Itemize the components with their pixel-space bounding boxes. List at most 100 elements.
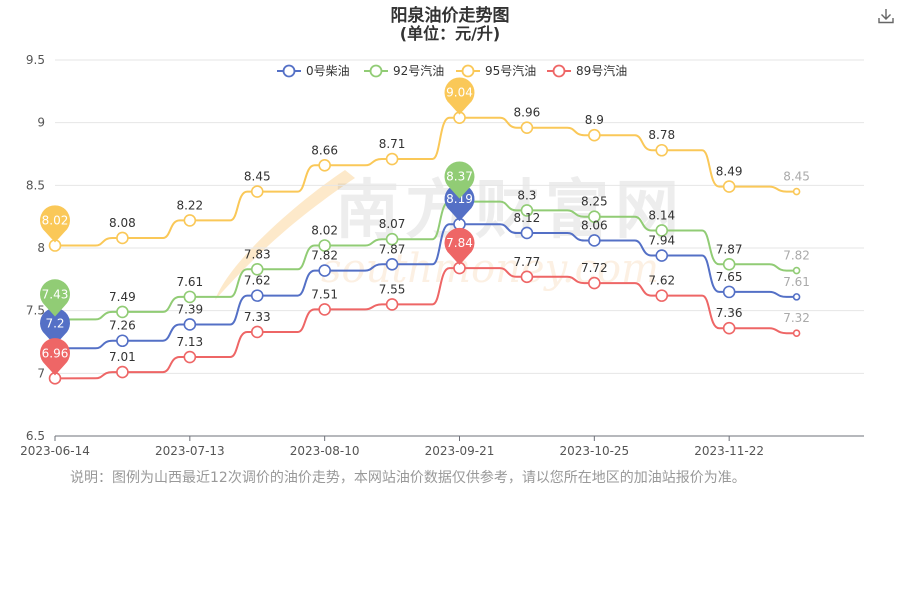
data-label: 8.3	[517, 188, 536, 202]
data-point[interactable]	[655, 143, 669, 157]
legend-label: 95号汽油	[485, 63, 536, 78]
data-point[interactable]	[250, 289, 264, 302]
data-label: 7.61	[783, 275, 810, 289]
data-label: 7.62	[244, 274, 271, 288]
data-point[interactable]	[655, 289, 669, 302]
data-label: 7.51	[311, 287, 338, 301]
data-label: 7.33	[244, 310, 271, 324]
data-point[interactable]	[183, 318, 197, 331]
data-label: 8.78	[648, 128, 675, 142]
data-point[interactable]	[116, 365, 129, 379]
x-tick-label: 2023-10-25	[559, 444, 629, 458]
data-point[interactable]	[655, 224, 669, 237]
data-label: 8.25	[581, 195, 608, 209]
pin-label: 8.37	[446, 170, 473, 184]
data-point[interactable]	[183, 290, 197, 304]
data-point[interactable]	[588, 234, 601, 247]
x-tick-label: 2023-09-21	[425, 444, 495, 458]
data-point[interactable]	[116, 231, 129, 245]
legend[interactable]: 0号柴油 92号汽油 95号汽油 89号汽油	[277, 63, 627, 78]
data-point[interactable]	[318, 264, 331, 277]
legend-item[interactable]: 89号汽油	[547, 63, 627, 78]
legend-marker-icon	[552, 64, 566, 78]
data-point[interactable]	[588, 210, 601, 223]
legend-item[interactable]: 0号柴油	[277, 64, 350, 78]
pin-marker	[40, 338, 70, 376]
data-point[interactable]	[722, 180, 736, 193]
data-point[interactable]	[520, 204, 534, 217]
data-point[interactable]	[183, 214, 197, 227]
y-tick-label: 9.5	[26, 53, 45, 67]
data-label: 8.66	[311, 143, 338, 157]
data-point[interactable]	[385, 152, 399, 166]
data-point[interactable]	[318, 239, 331, 252]
data-point[interactable]	[520, 270, 534, 284]
series-line	[54, 267, 797, 380]
pin-label: 7.2	[45, 316, 64, 330]
series-line	[54, 223, 797, 350]
data-label: 7.55	[379, 282, 406, 296]
data-label: 7.77	[514, 255, 541, 269]
data-point[interactable]	[116, 334, 129, 348]
legend-item[interactable]: 95号汽油	[456, 63, 536, 78]
data-label: 8.45	[783, 170, 810, 184]
data-point[interactable]	[250, 325, 264, 339]
data-point[interactable]	[318, 303, 331, 316]
data-label: 8.71	[379, 137, 406, 151]
data-point[interactable]	[520, 121, 534, 134]
data-label: 7.94	[648, 234, 675, 248]
data-label: 7.83	[244, 247, 271, 261]
x-tick-label: 2023-07-13	[155, 444, 225, 458]
data-point[interactable]	[722, 321, 736, 335]
data-point[interactable]	[588, 128, 601, 142]
legend-item[interactable]: 92号汽油	[364, 63, 444, 78]
data-point[interactable]	[588, 276, 601, 290]
y-tick-label: 7.5	[26, 304, 45, 318]
data-point[interactable]	[792, 293, 801, 301]
legend-marker-icon	[461, 64, 475, 78]
data-label: 7.65	[716, 270, 743, 284]
data-point[interactable]	[722, 257, 736, 271]
data-label: 7.72	[581, 261, 608, 275]
data-label: 7.82	[783, 249, 810, 263]
data-point[interactable]	[655, 249, 669, 262]
data-point[interactable]	[520, 226, 534, 240]
data-label: 7.61	[176, 275, 203, 289]
data-point[interactable]	[183, 350, 197, 364]
data-label: 8.96	[514, 106, 541, 120]
data-point[interactable]	[250, 185, 264, 198]
data-point[interactable]	[318, 158, 331, 172]
data-point[interactable]	[792, 266, 801, 275]
chart-title: 阳泉油价走势图	[391, 5, 510, 26]
data-point[interactable]	[385, 232, 399, 246]
data-label: 7.49	[109, 290, 136, 304]
pin-label: 7.43	[42, 287, 69, 301]
pin-marker	[40, 308, 70, 346]
series-line	[54, 200, 797, 321]
pin-label: 9.04	[446, 86, 473, 100]
x-tick-label: 2023-11-22	[694, 444, 764, 458]
data-point[interactable]	[385, 257, 399, 271]
series-line	[54, 116, 797, 247]
download-icon[interactable]	[876, 6, 896, 26]
data-point[interactable]	[250, 263, 264, 276]
legend-label: 89号汽油	[576, 63, 627, 78]
data-label: 7.87	[379, 242, 406, 256]
data-point[interactable]	[792, 329, 801, 338]
data-labels: 7.26 7.39 7.62 7.82 7.87 8.12 8.06 7.94 7.65 7.61…	[109, 106, 810, 364]
y-tick-label: 6.5	[26, 429, 45, 443]
data-point[interactable]	[792, 187, 801, 196]
data-point[interactable]	[722, 285, 736, 299]
chart-subtitle: (单位：元/升)	[400, 24, 500, 43]
pin-marker	[444, 184, 475, 222]
legend-marker-icon	[282, 64, 296, 78]
pin-marker	[444, 227, 475, 266]
legend-label: 0号柴油	[306, 64, 350, 78]
data-label: 8.22	[176, 198, 203, 212]
data-label: 7.62	[648, 274, 675, 288]
data-point[interactable]	[116, 305, 129, 319]
data-label: 8.9	[585, 113, 604, 127]
data-label: 7.01	[109, 350, 136, 364]
data-point[interactable]	[385, 298, 399, 311]
pin-marker	[40, 205, 70, 243]
